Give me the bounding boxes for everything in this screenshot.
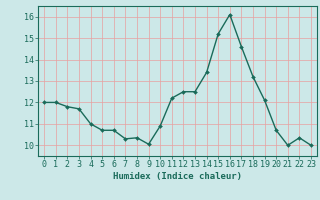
X-axis label: Humidex (Indice chaleur): Humidex (Indice chaleur) xyxy=(113,172,242,181)
